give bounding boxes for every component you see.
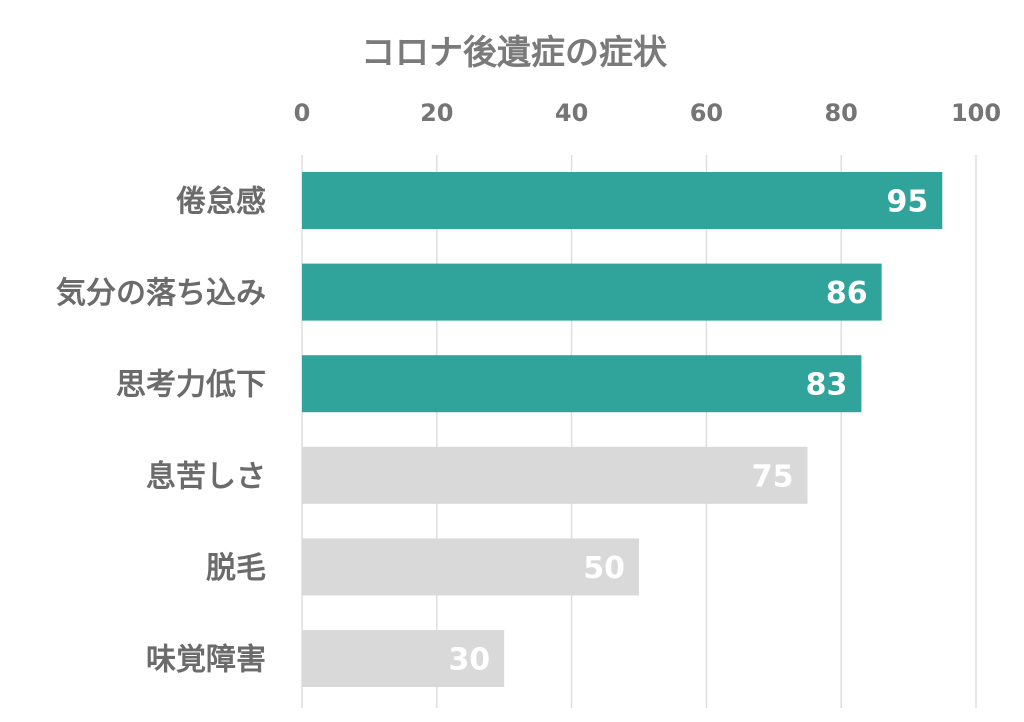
- bars: [302, 172, 943, 687]
- x-tick-label: 20: [420, 99, 453, 127]
- data-label: 95: [887, 185, 929, 220]
- gridlines: [301, 155, 977, 708]
- bar-5: [302, 538, 639, 596]
- x-tick-label: 80: [824, 99, 857, 127]
- data-label: 83: [806, 368, 848, 403]
- data-label: 30: [448, 643, 490, 678]
- category-label: 思考力低下: [116, 368, 266, 403]
- bar-3: [302, 355, 862, 413]
- bar-2: [302, 263, 882, 321]
- x-tick-label: 40: [555, 99, 588, 127]
- x-tick-label: 60: [690, 99, 723, 127]
- bar-6: [302, 630, 505, 687]
- bar-4: [302, 446, 808, 504]
- category-label: 倦怠感: [176, 185, 266, 220]
- category-label: 脱毛: [206, 551, 266, 586]
- x-axis-ticks: 0 20 40 60 80 100: [294, 99, 1001, 127]
- x-tick-label: 0: [294, 99, 311, 127]
- data-label: 75: [752, 459, 794, 494]
- chart-title: コロナ後遺症の症状: [361, 33, 668, 73]
- data-label: 50: [583, 551, 625, 586]
- category-label: 味覚障害: [146, 643, 266, 678]
- x-tick-label: 100: [951, 99, 1001, 127]
- category-label: 気分の落ち込み: [56, 276, 266, 311]
- value-labels: 95 86 83 75 50 30: [448, 185, 928, 678]
- category-label: 息苦しさ: [146, 459, 266, 494]
- bar-1: [302, 172, 943, 229]
- data-label: 86: [826, 276, 868, 311]
